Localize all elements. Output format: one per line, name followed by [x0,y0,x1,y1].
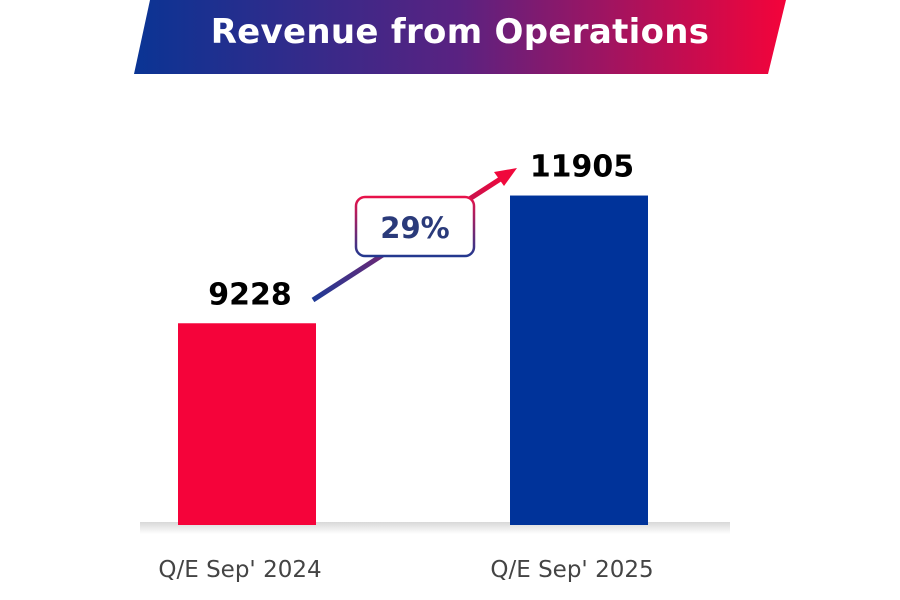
data-label-1: 11905 [530,150,634,185]
growth-label: 29% [380,211,449,245]
growth-arrow-head-icon [494,168,517,186]
chart-title: Revenue from Operations [210,12,710,52]
title-banner [134,0,786,74]
growth-box [354,195,476,258]
category-label-0: Q/E Sep' 2024 [158,557,321,583]
banner-shape [134,0,786,74]
bar-0 [178,323,316,525]
data-label-0: 9228 [208,277,292,312]
category-label-1: Q/E Sep' 2025 [490,557,653,583]
bar-1 [510,195,648,526]
